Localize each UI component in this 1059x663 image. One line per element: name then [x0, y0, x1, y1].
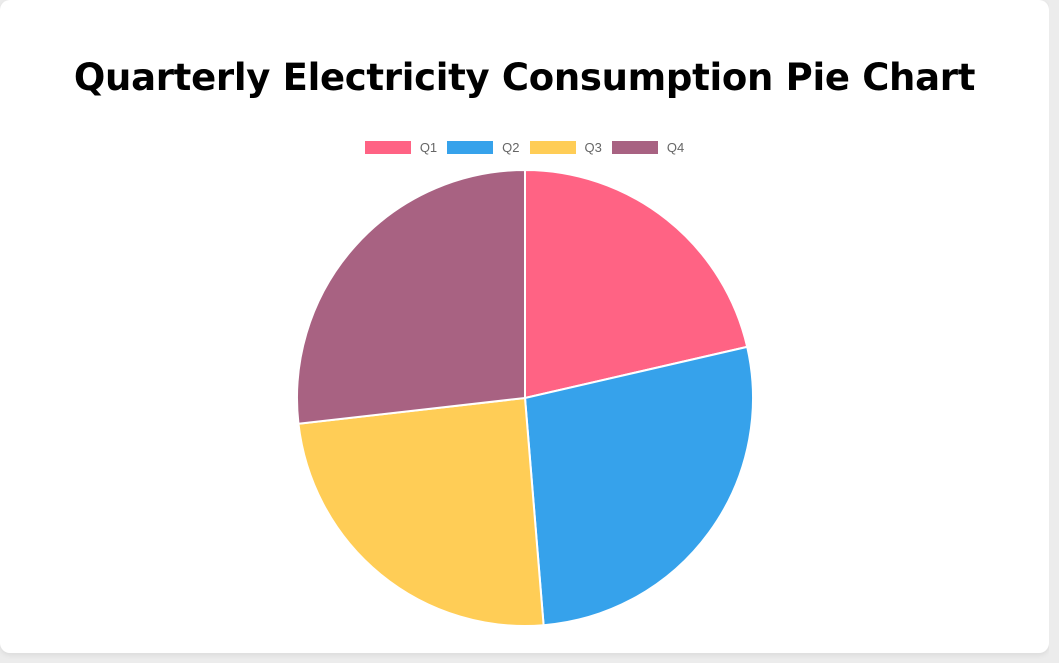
pie-slice-q3[interactable]: [297, 396, 545, 627]
legend-label-q1: Q1: [419, 140, 438, 155]
legend-swatch-q2: [447, 141, 494, 154]
legend-label-q4: Q4: [666, 140, 685, 155]
chart-title: Quarterly Electricity Consumption Pie Ch…: [73, 56, 976, 99]
legend-item-q2[interactable]: Q2: [447, 140, 520, 155]
pie-chart: [296, 168, 754, 627]
legend-item-q1[interactable]: Q1: [364, 140, 438, 155]
chart-legend: Q1 Q2 Q3 Q4: [0, 140, 1049, 155]
legend-item-q3[interactable]: Q3: [529, 140, 602, 155]
legend-label-q2: Q2: [502, 140, 520, 155]
legend-label-q3: Q3: [584, 140, 602, 155]
chart-card: Quarterly Electricity Consumption Pie Ch…: [0, 0, 1049, 653]
pie-slice-q1[interactable]: [524, 168, 749, 400]
legend-item-q4[interactable]: Q4: [611, 140, 685, 155]
legend-swatch-q1: [364, 141, 411, 154]
legend-swatch-q3: [529, 141, 576, 154]
pie-slice-q4[interactable]: [296, 168, 526, 425]
pie-slice-q2[interactable]: [523, 345, 754, 627]
legend-swatch-q4: [611, 141, 658, 154]
page-scrollbar[interactable]: [1049, 0, 1059, 663]
